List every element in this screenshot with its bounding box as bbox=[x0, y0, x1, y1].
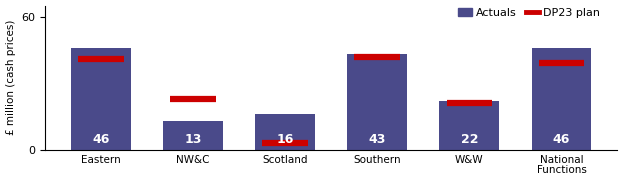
Text: 22: 22 bbox=[460, 133, 478, 146]
Text: 46: 46 bbox=[553, 133, 570, 146]
Bar bbox=[163, 121, 223, 150]
Bar bbox=[347, 54, 407, 150]
Bar bbox=[255, 114, 315, 150]
Bar bbox=[71, 48, 131, 150]
Text: 46: 46 bbox=[92, 133, 110, 146]
Y-axis label: £ million (cash prices): £ million (cash prices) bbox=[6, 20, 16, 135]
Bar bbox=[531, 48, 591, 150]
Bar bbox=[439, 101, 499, 150]
Legend: Actuals, DP23 plan: Actuals, DP23 plan bbox=[459, 8, 601, 18]
Text: 16: 16 bbox=[277, 133, 294, 146]
Text: 43: 43 bbox=[369, 133, 386, 146]
Text: 13: 13 bbox=[184, 133, 202, 146]
